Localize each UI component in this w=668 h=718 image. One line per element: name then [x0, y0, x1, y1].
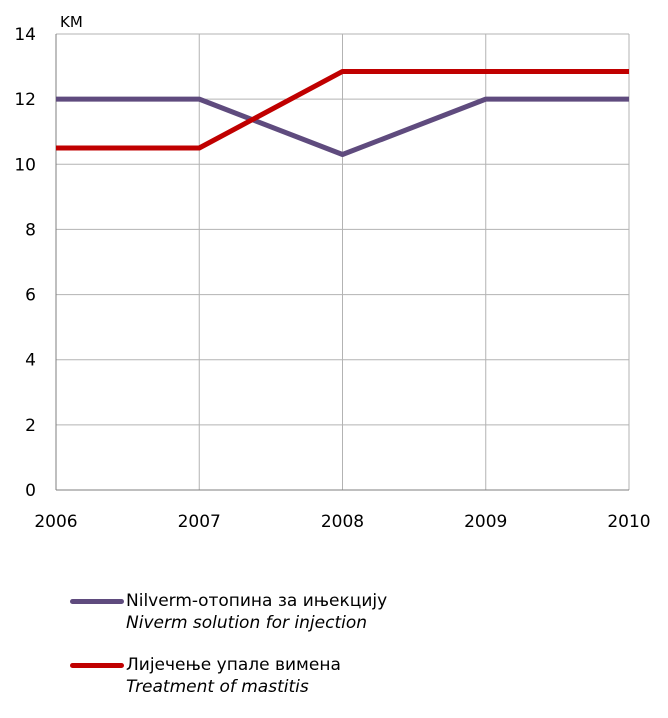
y-tick-label: 0: [25, 481, 36, 501]
legend-swatch-mastitis: [70, 663, 124, 668]
y-tick-label: 10: [14, 155, 36, 175]
axes: [55, 34, 629, 491]
legend-item-nilverm: Nilverm-отопина за ињекцију Niverm solut…: [70, 590, 630, 636]
x-tick-label: 2006: [34, 512, 77, 532]
legend: Nilverm-отопина за ињекцију Niverm solut…: [70, 590, 630, 718]
legend-label-mastitis-en: Treatment of mastitis: [126, 677, 309, 697]
y-tick-label: 8: [25, 220, 36, 240]
y-tick-label: 14: [14, 25, 36, 45]
series-lines: [56, 68, 629, 158]
x-tick-label: 2010: [607, 512, 650, 532]
legend-label-mastitis: Лијечење упале вимена: [126, 655, 341, 675]
x-tick-label: 2007: [178, 512, 221, 532]
tick-labels: 0 2 4 6 8 10 12 14 2006 2007 2008 2009 2010: [14, 25, 650, 532]
y-unit-label: KM: [60, 13, 83, 31]
legend-swatch-nilverm: [70, 599, 124, 604]
legend-item-mastitis: Лијечење упале вимена Treatment of masti…: [70, 654, 630, 700]
y-tick-label: 6: [25, 286, 36, 306]
series-line-1: [56, 68, 629, 151]
legend-label-nilverm-en: Niverm solution for injection: [126, 613, 368, 633]
series-line-0: [56, 96, 629, 158]
x-tick-label: 2009: [464, 512, 507, 532]
grid-lines: [56, 33, 630, 490]
x-tick-label: 2008: [321, 512, 364, 532]
legend-label-nilverm: Nilverm-отопина за ињекцију: [126, 591, 388, 611]
y-tick-label: 4: [25, 351, 36, 371]
y-tick-label: 2: [25, 416, 36, 436]
y-tick-label: 12: [14, 90, 36, 110]
line-chart: 0 2 4 6 8 10 12 14 2006 2007 2008 2009 2010 KM: [14, 13, 650, 532]
